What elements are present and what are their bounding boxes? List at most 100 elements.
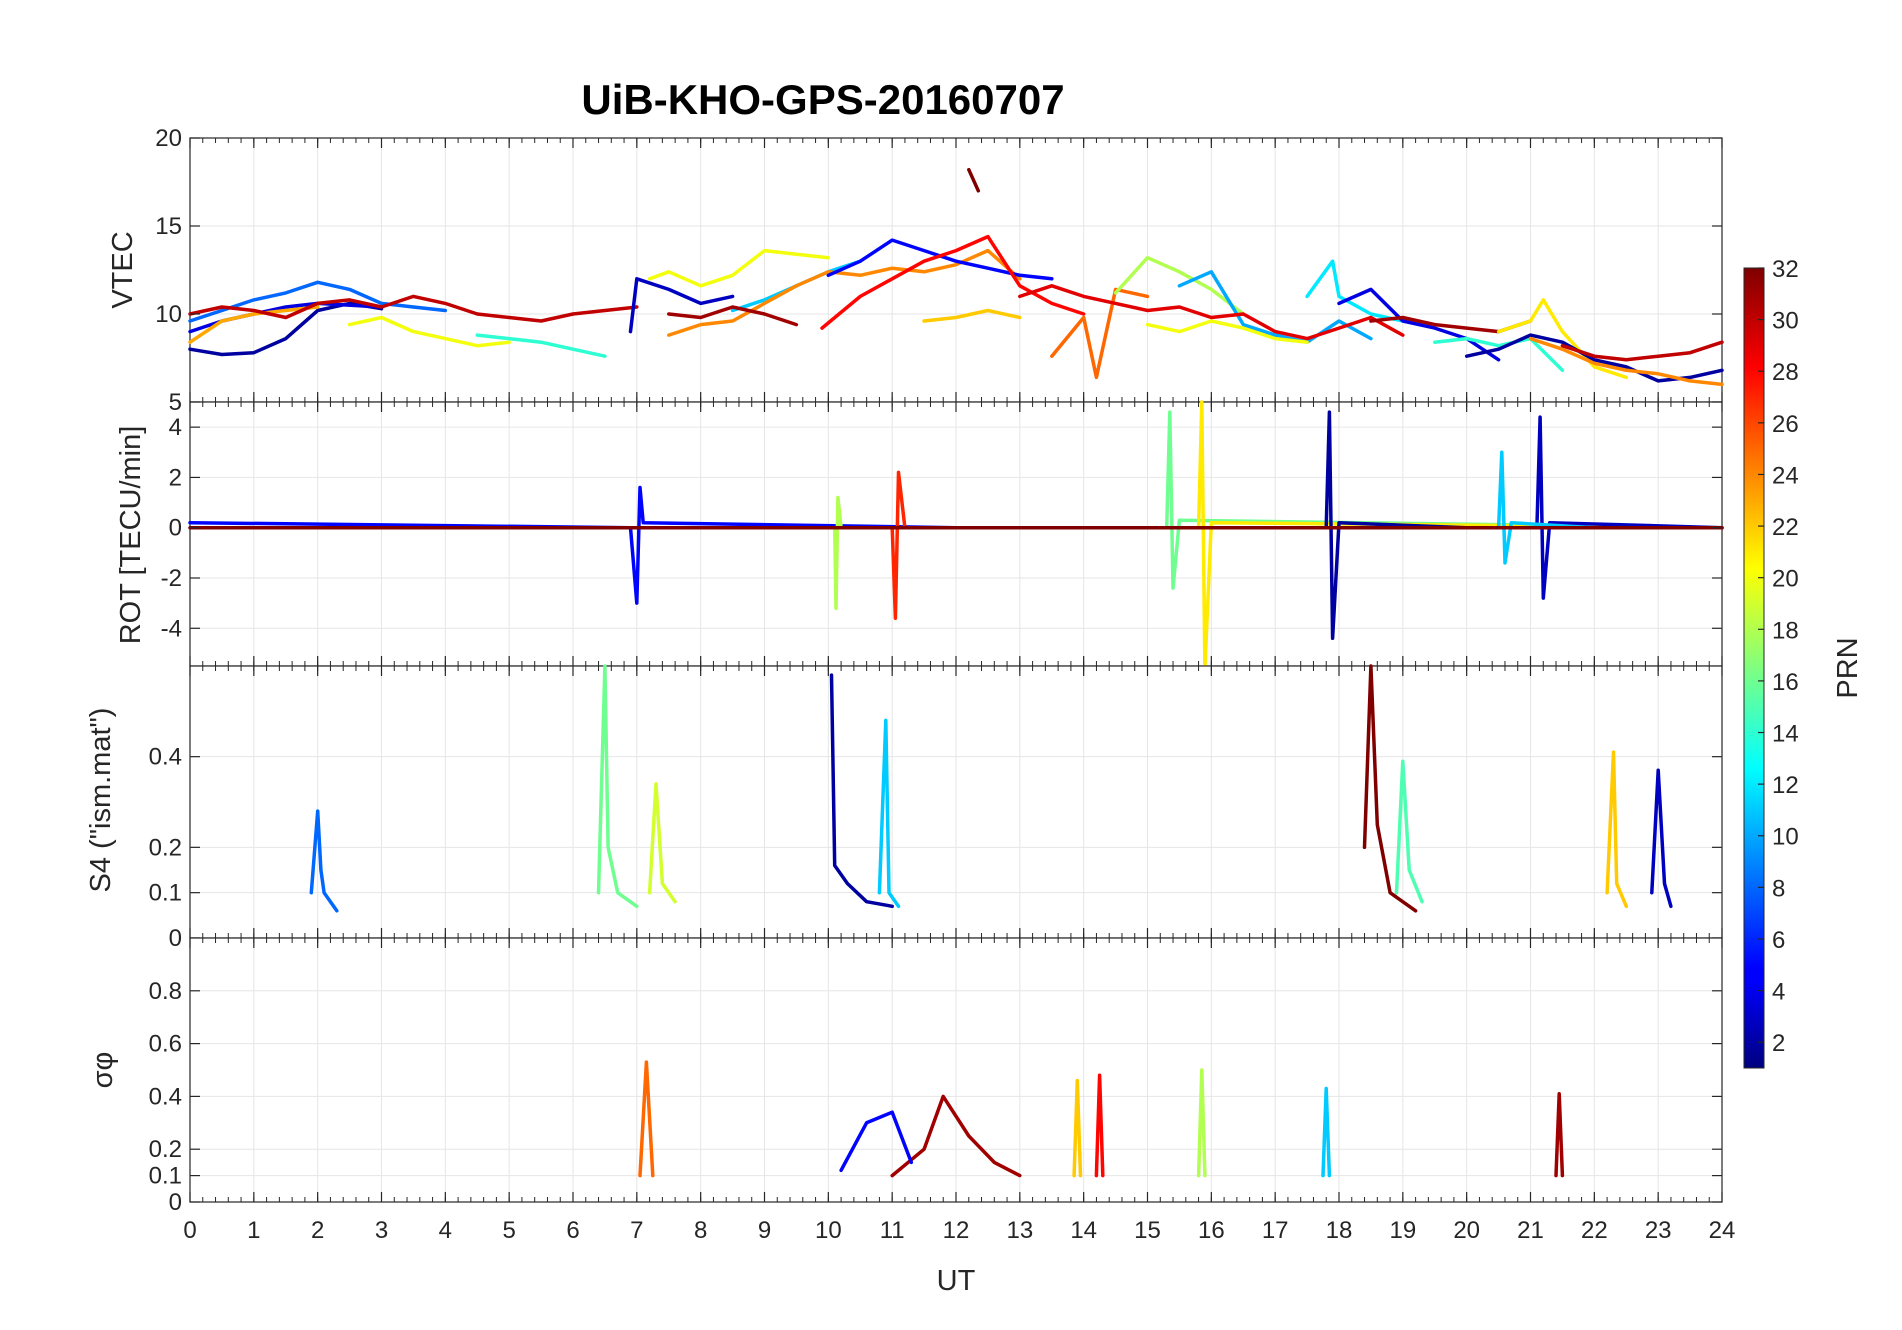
trace-prn-20: [347, 315, 511, 348]
trace-prn-19: [647, 782, 677, 904]
y-tick-label: -2: [161, 565, 182, 592]
x-tick-label: 12: [943, 1217, 970, 1244]
x-tick-label: 8: [694, 1217, 707, 1244]
x-tick-label: 5: [502, 1217, 515, 1244]
panel-sigma-phi-ylabel: σφ: [87, 1052, 119, 1089]
x-tick-label: 19: [1389, 1217, 1416, 1244]
y-tick-label: 0.8: [149, 978, 182, 1005]
y-tick-label: 0: [169, 1189, 182, 1216]
trace-prn-3: [1650, 768, 1673, 909]
trace-prn-4: [1337, 287, 1501, 362]
trace-prn-20: [647, 248, 831, 288]
trace-prn-16: [596, 664, 639, 909]
x-tick-label: 9: [758, 1217, 771, 1244]
trace-prn-30: [1560, 340, 1724, 362]
colorbar-tick-label: 16: [1772, 669, 1799, 696]
colorbar-tick-label: 14: [1772, 721, 1799, 748]
colorbar-tick-label: 10: [1772, 824, 1799, 851]
trace-prn-14: [475, 333, 607, 358]
panel-vtec-traces: [188, 167, 1724, 387]
x-tick-label: 22: [1581, 1217, 1608, 1244]
y-tick-label: 2: [169, 464, 182, 491]
colorbar-tick-label: 2: [1772, 1030, 1785, 1057]
x-tick-label: 14: [1070, 1217, 1097, 1244]
x-tick-label: 4: [439, 1217, 452, 1244]
y-tick-label: 0: [169, 925, 182, 952]
x-tick-label: 18: [1326, 1217, 1353, 1244]
colorbar-gradient: [1743, 267, 1765, 1069]
colorbar-tick-label: 8: [1772, 875, 1785, 902]
x-tick-label: 7: [630, 1217, 643, 1244]
trace-prn-2: [188, 301, 384, 357]
panel-rot-traces: [188, 400, 1724, 671]
panel-s4-ticks: 0 0.1 0.2 0.4: [149, 666, 1723, 952]
trace-prn-14: [1433, 336, 1565, 373]
panel-rot-ylabel: ROT [TECU/min]: [115, 426, 147, 645]
trace-prn-22: [1605, 750, 1629, 909]
panel-sigma-phi: 00.10.2 0.4 0.6 0.8 σφ: [87, 937, 1723, 1216]
trace-prn-32: [1362, 664, 1418, 913]
y-tick-label: 0: [169, 515, 182, 542]
colorbar-tick-label: 24: [1772, 462, 1799, 489]
x-tick-label: 17: [1262, 1217, 1289, 1244]
panel-vtec: 10 15 20 VTEC: [107, 125, 1724, 403]
trace-prn-11: [1321, 1086, 1332, 1178]
colorbar-tick-label: 18: [1772, 617, 1799, 644]
y-tick-label: 20: [155, 125, 182, 152]
x-tick-label: 16: [1198, 1217, 1225, 1244]
panel-sigma-phi-ticks: 00.10.2 0.4 0.6 0.8: [149, 938, 1723, 1216]
panel-sigma-phi-grid: [190, 938, 1722, 1202]
colorbar-tick-label: 6: [1772, 927, 1785, 954]
y-tick-label: 15: [155, 213, 182, 240]
trace-prn-30: [188, 294, 639, 323]
trace-prn-24: [1528, 336, 1724, 387]
colorbar-tick-label: 22: [1772, 514, 1799, 541]
trace-prn-22: [1072, 1078, 1083, 1178]
y-tick-label: 0.4: [149, 1083, 182, 1110]
panel-rot: -4 -2 0 2 45 ROT [TECU/min]: [115, 389, 1724, 671]
trace-prn-18: [1113, 255, 1246, 316]
trace-prn-15: [1394, 759, 1424, 904]
colorbar-label: PRN: [1832, 637, 1864, 698]
y-tick-label: 5: [169, 389, 182, 416]
x-tick-label: 23: [1645, 1217, 1672, 1244]
colorbar-tick-label: 12: [1772, 772, 1799, 799]
colorbar-tick-label: 20: [1772, 566, 1799, 593]
trace-prn-11: [877, 718, 901, 909]
y-tick-label: 0.2: [149, 1136, 182, 1163]
colorbar-tick-label: 4: [1772, 979, 1785, 1006]
chart-title: UiB-KHO-GPS-20160707: [581, 76, 1064, 123]
trace-prn-31: [890, 1094, 1022, 1178]
panel-rot-ticks: -4 -2 0 2 45: [161, 389, 1723, 666]
trace-prn-10: [1177, 270, 1373, 344]
x-tick-label: 24: [1709, 1217, 1736, 1244]
y-tick-label: 4: [169, 414, 182, 441]
x-axis-label: UT: [937, 1265, 976, 1297]
trace-prn-18: [1196, 1068, 1207, 1178]
colorbar-tick-label: 30: [1772, 308, 1799, 335]
trace-prn-28: [1094, 1073, 1105, 1178]
y-tick-label: 0.4: [149, 744, 182, 771]
panel-s4-traces: [309, 664, 1673, 913]
trace-prn-12: [1305, 259, 1405, 323]
x-tick-label: 0: [183, 1217, 196, 1244]
x-axis: 0 1 2 3 4 5 6 7 8 9 10 11 12 13 14 15 16 17 18 19 20 21 22 23 24: [183, 1217, 1735, 1244]
trace-prn-32: [967, 167, 981, 193]
colorbar-tick-label: 32: [1772, 256, 1799, 283]
trace-prn-25: [638, 1060, 655, 1178]
trace-prn-25: [1050, 287, 1150, 380]
panel-s4: 0 0.1 0.2 0.4 S4 ("ism.mat"): [85, 664, 1723, 952]
trace-prn-3: [628, 277, 735, 334]
trace-prn-23: [188, 305, 320, 344]
y-tick-label: 0.1: [149, 1163, 182, 1190]
trace-prn-31: [1554, 1092, 1565, 1178]
colorbar-tick-label: 26: [1772, 411, 1799, 438]
y-tick-label: 10: [155, 301, 182, 328]
colorbar-tick-label: 28: [1772, 359, 1799, 386]
x-tick-label: 21: [1517, 1217, 1544, 1244]
panel-s4-grid: [190, 666, 1722, 938]
x-tick-label: 13: [1006, 1217, 1033, 1244]
trace-prn-31: [667, 305, 799, 327]
